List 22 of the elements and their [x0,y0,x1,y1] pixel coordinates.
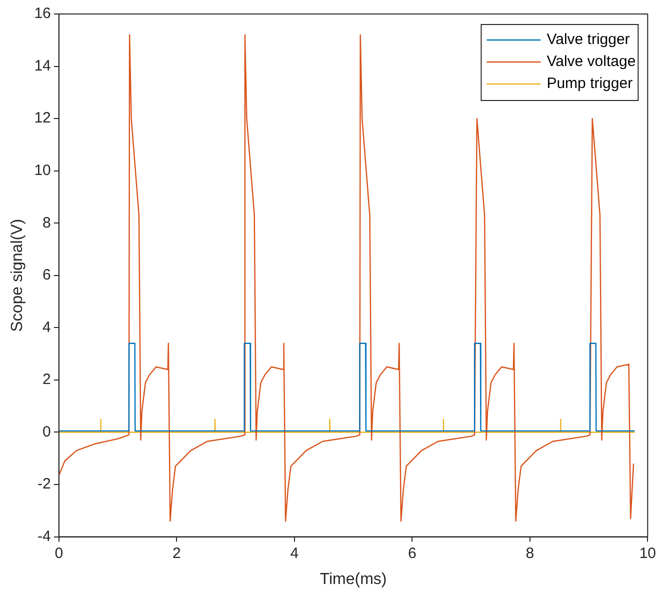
y-tick-label: 4 [42,318,51,336]
y-tick-label: 2 [42,371,51,388]
x-tick-label: 8 [526,544,534,562]
y-tick-label: -4 [38,528,51,545]
legend-label: Valve trigger [546,31,630,48]
y-tick-label: 6 [42,266,51,284]
legend-label: Valve voltage [546,53,636,70]
x-tick-label: 2 [172,544,181,562]
legend-label: Pump trigger [546,75,633,92]
x-tick-label: 0 [54,544,64,562]
y-tick-label: 14 [34,57,51,74]
y-tick-label: 12 [34,110,51,127]
y-tick-label: 16 [34,5,51,22]
y-axis-title: Scope signal(V) [9,218,26,332]
y-tick-label: 0 [42,423,51,440]
x-tick-label: 4 [290,544,299,562]
y-tick-label: -2 [38,476,51,493]
y-tick-label: 8 [42,214,51,232]
y-tick-label: 10 [34,162,51,179]
x-tick-label: 10 [639,544,656,562]
x-axis-title: Time(ms) [320,570,387,588]
x-tick-label: 6 [408,544,416,562]
